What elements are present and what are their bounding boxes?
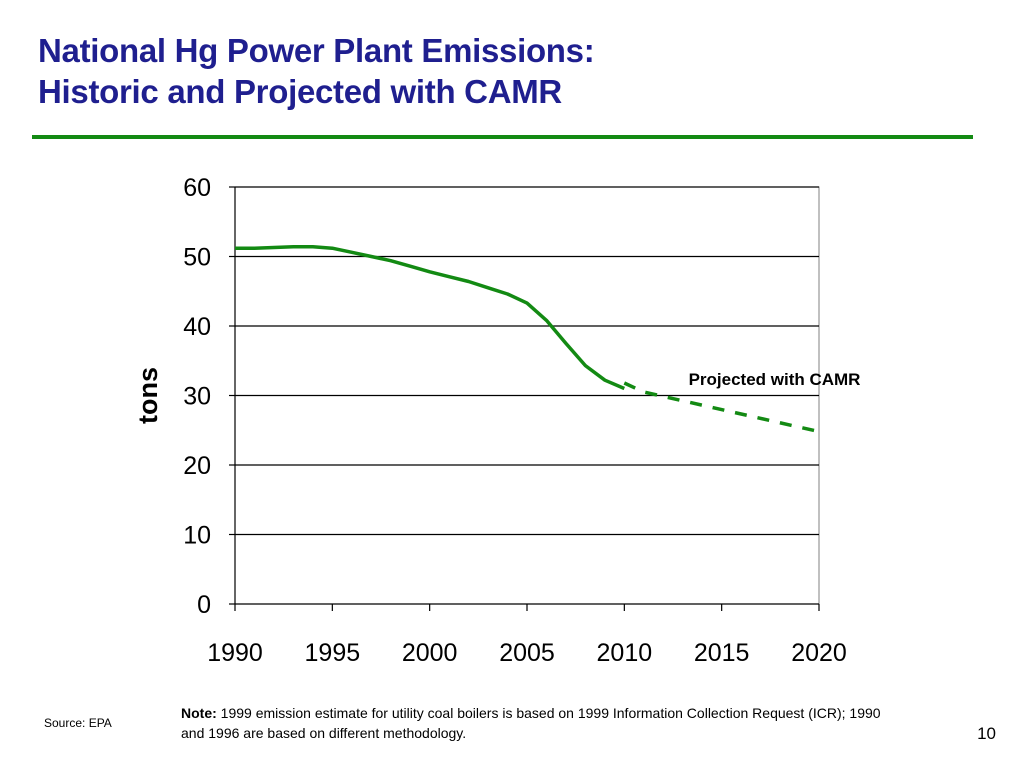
x-tick-label: 2010 xyxy=(597,639,653,667)
y-tick-label: 30 xyxy=(183,383,211,411)
projected-series-line xyxy=(623,381,820,434)
title-divider xyxy=(32,135,973,139)
x-tick-label: 1995 xyxy=(305,639,361,667)
page-number: 10 xyxy=(977,724,996,743)
historic-series-line xyxy=(235,245,625,391)
note-text: 1999 emission estimate for utility coal … xyxy=(181,705,881,741)
emissions-line-chart: 0 10 20 30 40 50 60 1990 1995 2000 2005 2010 2015 202… xyxy=(133,174,861,667)
x-tick-label: 2000 xyxy=(402,639,458,667)
note-label: Note: xyxy=(181,705,217,721)
series-annotation: Projected with CAMR xyxy=(689,370,861,389)
y-tick-label: 50 xyxy=(183,244,211,272)
source-credit: Source: EPA xyxy=(44,716,112,730)
y-tick-label: 10 xyxy=(183,522,211,550)
y-tick-label: 0 xyxy=(197,591,211,619)
chart-note: Note: 1999 emission estimate for utility… xyxy=(181,703,901,743)
slide-title: National Hg Power Plant Emissions: Histo… xyxy=(38,30,595,112)
x-tick-label: 2005 xyxy=(499,639,555,667)
y-axis-label: tons xyxy=(133,367,163,424)
x-tick-label: 2020 xyxy=(791,639,847,667)
slide-title-line-2: Historic and Projected with CAMR xyxy=(38,73,562,110)
slide-title-line-1: National Hg Power Plant Emissions: xyxy=(38,32,595,69)
y-tick-label: 20 xyxy=(183,452,211,480)
y-tick-label: 40 xyxy=(183,313,211,341)
y-tick-label: 60 xyxy=(183,174,211,202)
x-tick-label: 2015 xyxy=(694,639,750,667)
x-tick-label: 1990 xyxy=(207,639,263,667)
